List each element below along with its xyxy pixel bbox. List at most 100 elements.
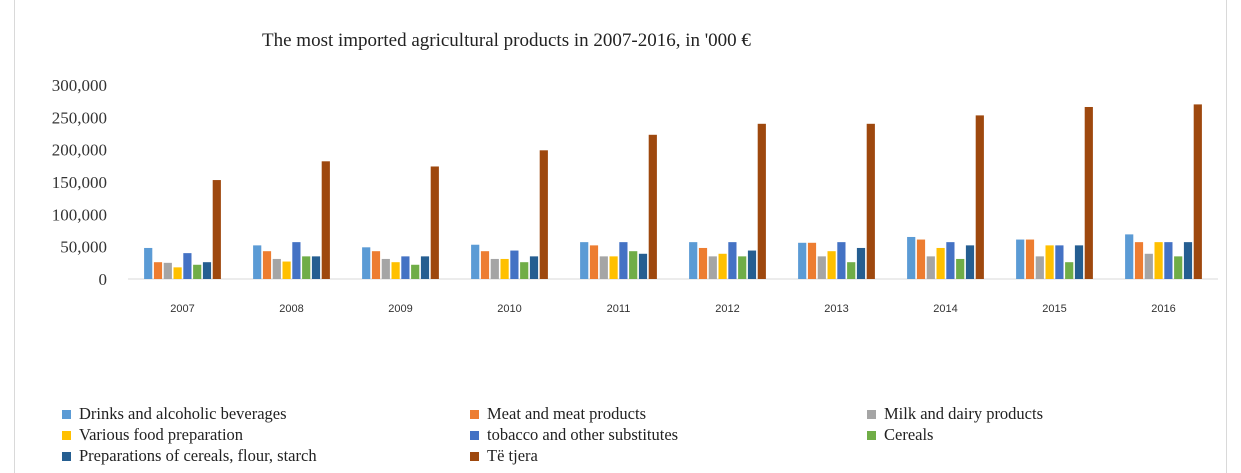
bar bbox=[837, 242, 846, 279]
bar bbox=[411, 264, 420, 279]
bar bbox=[163, 262, 172, 279]
bar bbox=[689, 242, 698, 279]
legend-swatch bbox=[62, 409, 71, 419]
legend-swatch bbox=[867, 409, 876, 419]
bar bbox=[401, 256, 410, 279]
legend-item: Preparations of cereals, flour, starch bbox=[62, 446, 317, 466]
bar bbox=[589, 245, 599, 279]
bar bbox=[936, 247, 945, 279]
bar bbox=[539, 150, 548, 279]
bar bbox=[311, 256, 321, 279]
bar bbox=[648, 134, 657, 279]
y-tick-label: 300,000 bbox=[52, 76, 107, 95]
legend-label: Drinks and alcoholic beverages bbox=[79, 404, 287, 423]
bar bbox=[183, 253, 192, 279]
legend-item: Various food preparation bbox=[62, 425, 243, 445]
legend-item: Milk and dairy products bbox=[867, 404, 1043, 424]
x-tick-label: 2010 bbox=[497, 303, 521, 315]
bar bbox=[1025, 239, 1035, 279]
bar bbox=[1074, 245, 1084, 279]
bar bbox=[807, 242, 817, 279]
bar bbox=[926, 256, 935, 279]
bar bbox=[946, 242, 955, 279]
legend-swatch bbox=[470, 430, 479, 440]
bar bbox=[817, 256, 826, 279]
bar bbox=[1144, 253, 1153, 279]
bar bbox=[362, 247, 371, 279]
legend-item: Të tjera bbox=[470, 446, 538, 466]
bar bbox=[757, 123, 766, 279]
bar bbox=[371, 251, 381, 279]
bar bbox=[638, 253, 648, 279]
bar bbox=[1035, 256, 1044, 279]
bar bbox=[153, 262, 163, 279]
bar bbox=[1134, 242, 1144, 279]
bar bbox=[728, 242, 737, 279]
bar bbox=[619, 242, 628, 279]
bar bbox=[1125, 234, 1134, 279]
bar bbox=[1154, 242, 1163, 279]
bar bbox=[1164, 242, 1173, 279]
bar bbox=[173, 267, 182, 279]
bar bbox=[381, 258, 390, 279]
legend-swatch bbox=[470, 409, 479, 419]
bar bbox=[975, 115, 984, 279]
bar bbox=[430, 166, 439, 279]
bar bbox=[262, 251, 272, 279]
bar bbox=[599, 256, 608, 279]
bar bbox=[856, 247, 866, 279]
legend-swatch bbox=[470, 451, 479, 461]
bar bbox=[798, 242, 807, 279]
bar bbox=[520, 262, 529, 279]
bar bbox=[212, 180, 221, 279]
y-tick-label: 0 bbox=[99, 270, 108, 289]
x-tick-label: 2009 bbox=[388, 303, 412, 315]
legend-label: tobacco and other substitutes bbox=[487, 425, 679, 444]
x-tick-label: 2016 bbox=[1151, 303, 1175, 315]
legend-item: Cereals bbox=[867, 425, 933, 445]
bar bbox=[510, 250, 519, 279]
x-tick-label: 2015 bbox=[1042, 303, 1066, 315]
legend-item: Meat and meat products bbox=[470, 404, 646, 424]
bar bbox=[698, 247, 708, 279]
bar bbox=[580, 242, 589, 279]
bar bbox=[302, 256, 311, 279]
bar bbox=[193, 264, 202, 279]
legend-swatch bbox=[62, 451, 71, 461]
bar bbox=[866, 123, 875, 279]
y-tick-label: 250,000 bbox=[52, 108, 107, 127]
bar bbox=[847, 262, 856, 279]
legend-item: Drinks and alcoholic beverages bbox=[62, 404, 287, 424]
y-tick-label: 50,000 bbox=[60, 238, 107, 257]
legend-item: tobacco and other substitutes bbox=[470, 425, 678, 445]
legend-label: Various food preparation bbox=[79, 425, 244, 444]
bar bbox=[747, 250, 757, 279]
bar bbox=[529, 256, 539, 279]
x-tick-label: 2008 bbox=[279, 303, 303, 315]
bar bbox=[321, 161, 330, 279]
legend-label: Milk and dairy products bbox=[884, 404, 1044, 423]
bar bbox=[827, 251, 836, 279]
bar bbox=[480, 251, 490, 279]
bar bbox=[282, 261, 291, 279]
x-tick-label: 2007 bbox=[170, 303, 194, 315]
bar bbox=[738, 256, 747, 279]
bar bbox=[956, 258, 965, 279]
legend-label: Meat and meat products bbox=[487, 404, 646, 423]
bar bbox=[718, 253, 727, 279]
bar bbox=[1174, 256, 1183, 279]
x-tick-label: 2014 bbox=[933, 303, 957, 315]
chart-plot: 0 50,000 100,000 150,000 200,000 250,000 300,0… bbox=[52, 76, 1218, 315]
chart-title: The most imported agricultural products … bbox=[262, 30, 751, 51]
bar bbox=[907, 236, 916, 279]
bar bbox=[292, 242, 301, 279]
bar bbox=[1183, 242, 1193, 279]
bar bbox=[609, 256, 618, 279]
bar bbox=[471, 244, 480, 279]
legend-label: Cereals bbox=[884, 425, 934, 444]
legend-label: Të tjera bbox=[487, 446, 538, 465]
x-tick-label: 2011 bbox=[607, 303, 631, 315]
x-tick-label: 2012 bbox=[715, 303, 739, 315]
bar bbox=[1016, 239, 1025, 279]
bar bbox=[1055, 245, 1064, 279]
